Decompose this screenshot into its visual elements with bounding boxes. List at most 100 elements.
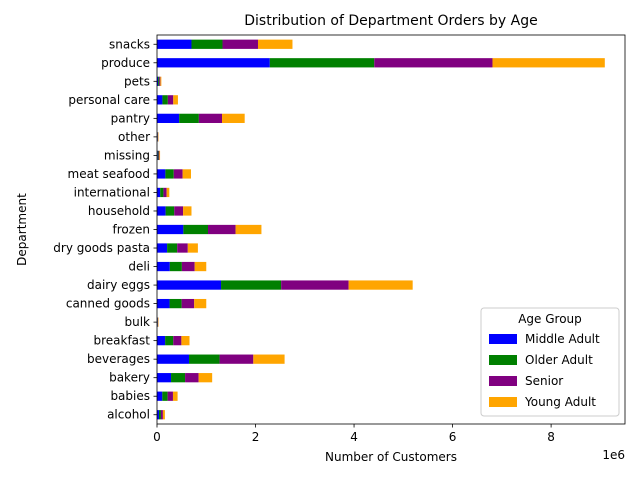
bar-pets-middle-adult xyxy=(157,76,159,86)
bar-deli-older-adult xyxy=(169,261,182,272)
bar-snacks-young-adult xyxy=(257,39,293,49)
y-axis-ticks: alcohol babies bakery beverages breakfast bul… xyxy=(53,37,157,422)
bar-breakfast-young-adult xyxy=(181,336,190,346)
y-tick-label: beverages xyxy=(87,352,150,366)
bar-household-young-adult xyxy=(183,206,192,216)
bar-deli-middle-adult xyxy=(157,261,170,272)
bar-canned-goods-young-adult xyxy=(194,298,207,309)
bar-beverages-middle-adult xyxy=(157,354,190,364)
bar-household-older-adult xyxy=(165,206,175,216)
plot-frame xyxy=(156,34,626,425)
x-axis-title: Number of Customers xyxy=(325,450,457,464)
chart-title: Distribution of Department Orders by Age xyxy=(244,13,537,29)
bar-pantry-older-adult xyxy=(179,113,199,123)
bar-missing-young-adult xyxy=(159,150,161,161)
y-tick-label: snacks xyxy=(109,37,150,51)
legend-swatch-older-adult xyxy=(489,355,517,365)
bar-beverages-young-adult xyxy=(253,354,285,364)
bar-pets-older-adult xyxy=(158,76,160,86)
bar-canned-goods-middle-adult xyxy=(157,298,170,309)
y-tick-label: canned goods xyxy=(66,297,150,311)
bar-dry-goods-pasta-older-adult xyxy=(167,243,178,253)
x-axis-ticks: 0 2 4 6 8 xyxy=(153,424,555,444)
legend-label: Senior xyxy=(525,374,563,388)
bar-produce-young-adult xyxy=(492,58,605,68)
bar-babies-senior xyxy=(167,391,173,401)
bar-dry-goods-pasta-senior xyxy=(177,243,188,253)
bar-missing-senior xyxy=(158,150,160,161)
bar-pets-senior xyxy=(159,76,161,86)
legend-title: Age Group xyxy=(518,312,582,326)
legend-swatch-middle-adult xyxy=(489,334,517,344)
bar-pets-young-adult xyxy=(160,76,162,86)
y-tick-label: babies xyxy=(110,389,150,403)
bar-canned-goods-older-adult xyxy=(169,298,182,309)
x-tick-label: 4 xyxy=(350,430,358,444)
bar-breakfast-older-adult xyxy=(165,336,174,346)
bar-bakery-older-adult xyxy=(171,373,186,383)
bar-breakfast-senior xyxy=(173,336,182,346)
y-tick-label: household xyxy=(88,204,150,218)
y-tick-label: bakery xyxy=(109,371,150,385)
bar-international-middle-adult xyxy=(157,187,161,198)
bar-personal-care-older-adult xyxy=(162,95,168,105)
legend-label: Older Adult xyxy=(525,353,593,367)
bar-household-middle-adult xyxy=(157,206,166,216)
y-tick-label: pantry xyxy=(111,111,150,125)
bar-dry-goods-pasta-middle-adult xyxy=(157,243,168,253)
bar-frozen-older-adult xyxy=(183,224,208,235)
legend-label: Young Adult xyxy=(524,395,596,409)
y-tick-label: bulk xyxy=(124,315,150,329)
bar-deli-senior xyxy=(181,261,195,272)
bar-meat-seafood-middle-adult xyxy=(157,169,166,179)
y-axis-title: Department xyxy=(15,193,29,266)
bar-meat-seafood-young-adult xyxy=(182,169,191,179)
legend-swatch-senior xyxy=(489,376,517,386)
bar-babies-middle-adult xyxy=(157,391,163,401)
bar-beverages-older-adult xyxy=(189,354,220,364)
x-tick-label: 0 xyxy=(153,430,161,444)
bar-pantry-senior xyxy=(198,113,223,123)
bar-bakery-middle-adult xyxy=(157,373,172,383)
y-tick-label: dry goods pasta xyxy=(53,241,150,255)
bar-personal-care-middle-adult xyxy=(157,95,163,105)
bar-snacks-middle-adult xyxy=(157,39,192,49)
x-tick-label: 6 xyxy=(449,430,457,444)
bar-alcohol-young-adult xyxy=(162,410,165,420)
bar-alcohol-middle-adult xyxy=(157,410,159,420)
bar-produce-older-adult xyxy=(269,58,375,68)
y-tick-label: deli xyxy=(128,260,150,274)
y-tick-label: produce xyxy=(101,56,150,70)
bar-international-senior xyxy=(163,187,167,198)
x-axis-offset-label: 1e6 xyxy=(602,448,625,462)
bar-babies-young-adult xyxy=(172,391,178,401)
bar-pantry-middle-adult xyxy=(157,113,180,123)
y-tick-label: meat seafood xyxy=(68,167,150,181)
bar-missing-older-adult xyxy=(157,150,159,161)
bar-alcohol-senior xyxy=(160,410,163,420)
bar-international-older-adult xyxy=(160,187,164,198)
bar-produce-middle-adult xyxy=(157,58,270,68)
legend-label: Middle Adult xyxy=(525,332,600,346)
bar-dairy-eggs-senior xyxy=(281,280,349,290)
bar-snacks-senior xyxy=(222,39,258,49)
bar-pantry-young-adult xyxy=(222,113,245,123)
bar-meat-seafood-older-adult xyxy=(165,169,174,179)
bar-snacks-older-adult xyxy=(191,39,223,49)
y-tick-label: alcohol xyxy=(107,408,150,422)
bar-international-young-adult xyxy=(166,187,170,198)
bar-frozen-senior xyxy=(207,224,236,235)
bar-personal-care-senior xyxy=(167,95,174,105)
bar-personal-care-young-adult xyxy=(173,95,178,105)
bar-canned-goods-senior xyxy=(181,298,195,309)
bar-bakery-senior xyxy=(185,373,199,383)
y-tick-label: dairy eggs xyxy=(87,278,150,292)
bar-deli-young-adult xyxy=(194,261,207,272)
bar-meat-seafood-senior xyxy=(173,169,183,179)
y-tick-label: personal care xyxy=(68,93,150,107)
bar-frozen-young-adult xyxy=(235,224,262,235)
x-tick-label: 2 xyxy=(252,430,260,444)
bar-household-senior xyxy=(174,206,184,216)
bar-produce-senior xyxy=(374,58,493,68)
